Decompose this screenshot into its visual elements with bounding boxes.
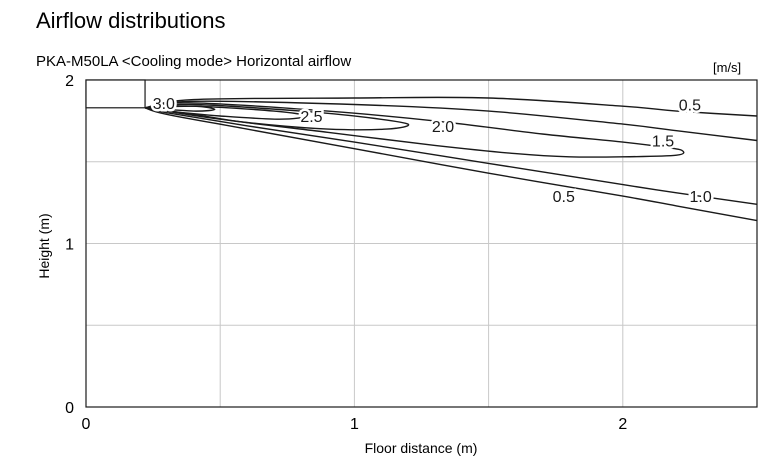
contour-lines [144, 96, 758, 222]
contour-line-0-5 [144, 96, 758, 117]
chart-title: Airflow distributions [36, 8, 226, 33]
contour-line-1-5 [144, 102, 685, 158]
contour-label-3-0: 3.0 [153, 96, 175, 113]
y-axis-label: Height (m) [36, 213, 52, 278]
indoor-unit-box [85, 79, 146, 109]
contour-line-0-5 [144, 107, 758, 222]
contour-line-3-0 [144, 105, 216, 112]
contour-label-2-5: 2.5 [300, 109, 322, 126]
axis-ticks: 0 1 2 0 1 2 [65, 73, 627, 433]
contour-label-1-5: 1.5 [652, 133, 674, 150]
x-tick-label: 1 [350, 416, 359, 433]
grid-lines [86, 80, 757, 407]
plot-frame [85, 79, 758, 408]
unit-label: [m/s] [713, 60, 741, 75]
chart-subtitle: PKA-M50LA <Cooling mode> Horizontal airf… [36, 53, 351, 70]
x-tick-label: 2 [618, 416, 627, 433]
y-tick-label: 1 [65, 237, 74, 254]
x-axis-label: Floor distance (m) [365, 440, 478, 456]
contour-line-2-0 [144, 103, 410, 131]
contour-line-1-0 [144, 100, 758, 142]
contour-label-2-0: 2.0 [432, 119, 454, 136]
y-tick-label: 0 [65, 400, 74, 417]
contour-labels: 3.0 2.5 2.0 1.5 0.5 1.0 0.5 [150, 93, 714, 208]
y-tick-label: 2 [65, 73, 74, 90]
contour-label-0-5: 0.5 [679, 98, 701, 115]
contour-label-1-0: 1.0 [690, 189, 712, 206]
x-tick-label: 0 [82, 416, 91, 433]
contour-label-0-5: 0.5 [553, 189, 575, 206]
contour-line-1-0 [144, 107, 758, 205]
